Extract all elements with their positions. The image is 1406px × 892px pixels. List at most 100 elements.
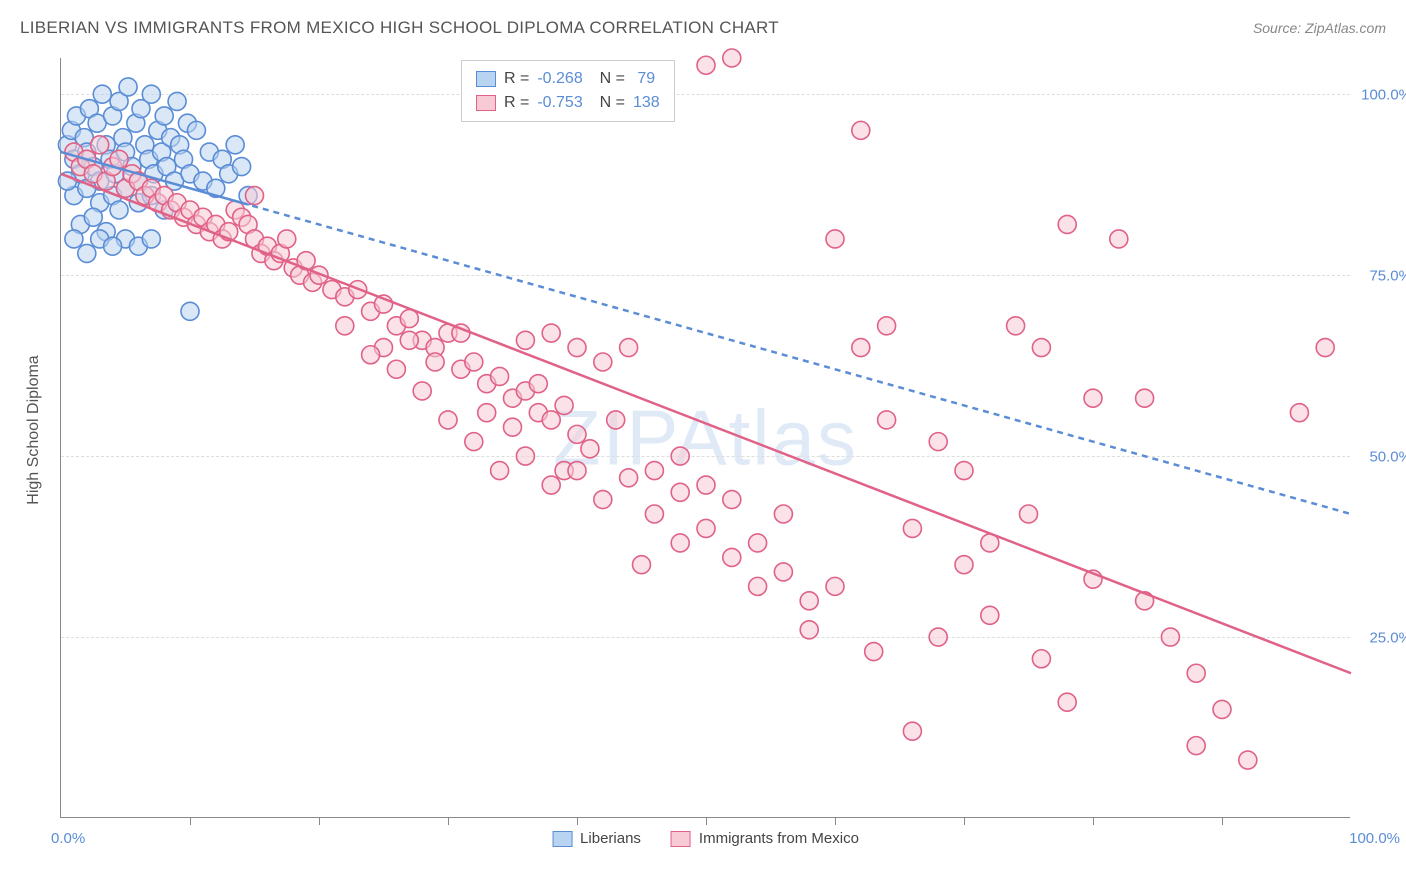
chart-title: LIBERIAN VS IMMIGRANTS FROM MEXICO HIGH …	[20, 18, 779, 38]
x-tick	[190, 817, 191, 825]
scatter-point	[581, 440, 599, 458]
scatter-point	[723, 491, 741, 509]
scatter-point	[110, 201, 128, 219]
scatter-point	[620, 469, 638, 487]
scatter-point	[504, 418, 522, 436]
legend-swatch-2	[671, 831, 691, 847]
scatter-point	[929, 628, 947, 646]
source-label: Source: ZipAtlas.com	[1253, 20, 1386, 36]
scatter-point	[529, 375, 547, 393]
x-tick	[835, 817, 836, 825]
scatter-point	[104, 237, 122, 255]
scatter-point	[1161, 628, 1179, 646]
scatter-point	[491, 367, 509, 385]
scatter-point	[878, 317, 896, 335]
scatter-point	[542, 324, 560, 342]
scatter-point	[491, 462, 509, 480]
scatter-point	[226, 136, 244, 154]
scatter-point	[697, 476, 715, 494]
x-tick	[964, 817, 965, 825]
scatter-point	[78, 244, 96, 262]
y-tick-label: 75.0%	[1369, 268, 1406, 285]
scatter-point	[1213, 700, 1231, 718]
scatter-point	[826, 230, 844, 248]
x-tick	[448, 817, 449, 825]
bottom-legend: Liberians Immigrants from Mexico	[552, 830, 859, 847]
scatter-point	[1290, 404, 1308, 422]
scatter-point	[1058, 215, 1076, 233]
scatter-point	[826, 577, 844, 595]
y-tick-label: 100.0%	[1361, 87, 1406, 104]
scatter-point	[465, 353, 483, 371]
y-tick-label: 50.0%	[1369, 449, 1406, 466]
scatter-point	[1316, 339, 1334, 357]
scatter-point	[852, 339, 870, 357]
scatter-point	[645, 462, 663, 480]
scatter-point	[697, 519, 715, 537]
trend-line-dashed	[242, 203, 1351, 514]
scatter-point	[800, 592, 818, 610]
scatter-point	[903, 519, 921, 537]
scatter-point	[929, 433, 947, 451]
scatter-point	[1007, 317, 1025, 335]
scatter-point	[774, 505, 792, 523]
scatter-point	[187, 121, 205, 139]
scatter-point	[1136, 389, 1154, 407]
scatter-point	[645, 505, 663, 523]
scatter-point	[119, 78, 137, 96]
x-tick	[1222, 817, 1223, 825]
scatter-point	[1187, 737, 1205, 755]
scatter-point	[91, 136, 109, 154]
scatter-point	[671, 483, 689, 501]
plot-area: ZIPAtlas 25.0%50.0%75.0%100.0% R = -0.26…	[60, 58, 1350, 818]
stats-box: R = -0.268 N = 79 R = -0.753 N = 138	[461, 60, 675, 122]
x-tick	[1093, 817, 1094, 825]
scatter-point	[516, 331, 534, 349]
scatter-point	[84, 208, 102, 226]
stat-r-2: -0.753	[537, 91, 582, 115]
x-tick	[577, 817, 578, 825]
legend-label-1: Liberians	[580, 830, 641, 847]
legend-item-1: Liberians	[552, 830, 641, 847]
scatter-point	[278, 230, 296, 248]
scatter-point	[633, 556, 651, 574]
scatter-point	[749, 577, 767, 595]
scatter-point	[723, 548, 741, 566]
legend-item-2: Immigrants from Mexico	[671, 830, 859, 847]
x-axis-max-label: 100.0%	[1349, 830, 1400, 847]
scatter-point	[774, 563, 792, 581]
scatter-point	[168, 92, 186, 110]
scatter-point	[181, 302, 199, 320]
scatter-point	[246, 187, 264, 205]
scatter-point	[671, 447, 689, 465]
scatter-point	[607, 411, 625, 429]
stats-row-2: R = -0.753 N = 138	[476, 91, 660, 115]
scatter-point	[1020, 505, 1038, 523]
y-axis-title: High School Diploma	[25, 355, 43, 504]
scatter-point	[671, 534, 689, 552]
scatter-point	[723, 49, 741, 67]
scatter-point	[516, 447, 534, 465]
stat-n-1: 79	[633, 67, 655, 91]
scatter-point	[1110, 230, 1128, 248]
scatter-point	[555, 396, 573, 414]
x-axis-min-label: 0.0%	[51, 830, 85, 847]
scatter-point	[594, 353, 612, 371]
stat-r-1: -0.268	[537, 67, 582, 91]
scatter-point	[142, 230, 160, 248]
scatter-point	[439, 411, 457, 429]
scatter-point	[362, 346, 380, 364]
scatter-point	[426, 353, 444, 371]
scatter-point	[1032, 650, 1050, 668]
scatter-point	[387, 360, 405, 378]
swatch-series1	[476, 71, 496, 87]
scatter-point	[568, 339, 586, 357]
scatter-point	[620, 339, 638, 357]
scatter-svg	[61, 58, 1350, 817]
scatter-point	[155, 107, 173, 125]
scatter-point	[1239, 751, 1257, 769]
scatter-point	[93, 85, 111, 103]
scatter-point	[542, 411, 560, 429]
x-tick	[319, 817, 320, 825]
swatch-series2	[476, 95, 496, 111]
